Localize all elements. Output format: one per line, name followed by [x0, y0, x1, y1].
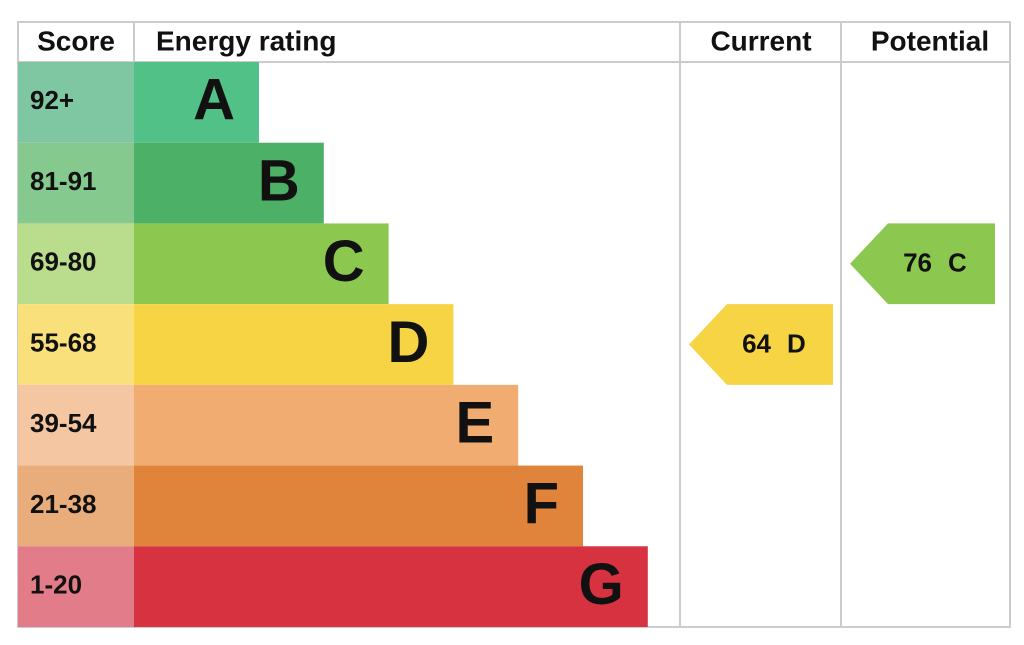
score-cell	[18, 465, 134, 547]
potential-value: 76	[903, 248, 932, 278]
score-cell	[18, 223, 134, 305]
band-letter: F	[524, 471, 559, 536]
rating-bar	[134, 546, 648, 627]
band-letter: C	[323, 229, 365, 294]
score-cell	[18, 546, 134, 627]
rating-bar	[134, 62, 259, 143]
band-letter: B	[258, 148, 300, 213]
band-letter: D	[388, 310, 430, 375]
score-cell	[18, 142, 134, 224]
score-label: 39-54	[30, 408, 97, 438]
potential-band: C	[948, 248, 967, 278]
band-letter: A	[193, 68, 235, 133]
score-label: 81-91	[30, 166, 97, 196]
score-label: 21-38	[30, 489, 97, 519]
score-label: 92+	[30, 85, 74, 115]
current-band: D	[787, 328, 806, 358]
rating-bar	[134, 384, 519, 466]
header-potential: Potential	[871, 25, 989, 56]
header-current: Current	[710, 25, 811, 56]
score-label: 55-68	[30, 327, 97, 357]
current-arrow	[689, 304, 833, 385]
rating-bar	[134, 304, 454, 385]
score-cell	[18, 384, 134, 466]
score-cell	[18, 304, 134, 385]
header-energy-rating: Energy rating	[156, 25, 336, 56]
potential-arrow	[850, 223, 995, 305]
score-label: 69-80	[30, 247, 97, 277]
band-letter: E	[456, 391, 495, 456]
band-letter: G	[579, 552, 624, 617]
header-score: Score	[37, 25, 115, 56]
score-label: 1-20	[30, 570, 82, 600]
current-value: 64	[742, 328, 771, 358]
rating-bar	[134, 465, 583, 547]
rating-bar	[134, 142, 324, 224]
score-cell	[18, 62, 134, 143]
rating-bar	[134, 223, 389, 305]
